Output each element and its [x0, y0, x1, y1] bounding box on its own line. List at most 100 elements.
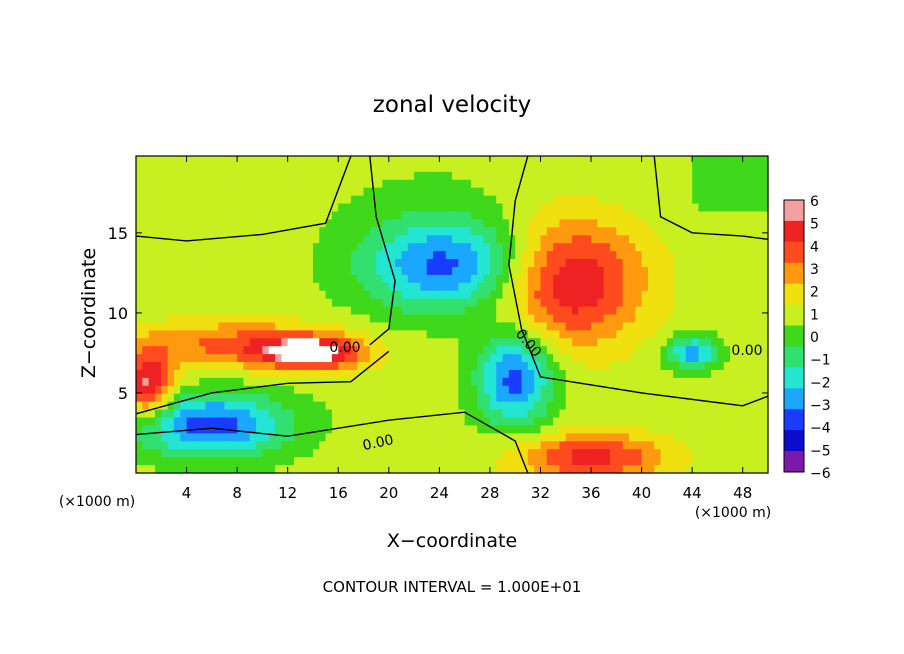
- field-cell: [679, 425, 687, 434]
- field-cell: [704, 227, 712, 236]
- field-cell: [559, 425, 567, 434]
- field-cell: [230, 227, 238, 236]
- field-cell: [294, 171, 301, 181]
- field-cell: [249, 298, 257, 308]
- field-cell: [502, 401, 510, 411]
- field-cell: [249, 290, 257, 300]
- field-cell: [730, 219, 737, 228]
- field-cell: [281, 219, 289, 228]
- field-cell: [559, 274, 567, 284]
- field-cell: [489, 369, 497, 379]
- field-cell: [635, 235, 643, 244]
- field-cell: [572, 441, 579, 450]
- field-cell: [622, 266, 630, 276]
- field-cell: [654, 274, 662, 284]
- field-cell: [439, 274, 447, 284]
- field-cell: [647, 409, 655, 419]
- field-cell: [515, 306, 523, 316]
- field-cell: [597, 274, 605, 284]
- field-cell: [527, 290, 535, 300]
- field-cell: [142, 187, 150, 197]
- field-cell: [452, 298, 459, 308]
- field-cell: [218, 298, 226, 308]
- field-cell: [275, 282, 282, 292]
- field-cell: [610, 298, 617, 308]
- field-cell: [578, 243, 586, 252]
- field-cell: [647, 171, 655, 181]
- field-cell: [275, 449, 282, 458]
- field-cell: [717, 195, 725, 205]
- field-cell: [433, 266, 440, 276]
- field-cell: [553, 457, 561, 466]
- field-cell: [363, 449, 371, 458]
- field-cell: [685, 195, 693, 205]
- field-cell: [186, 290, 194, 300]
- field-cell: [275, 266, 282, 276]
- field-cell: [761, 457, 769, 466]
- field-cell: [420, 243, 428, 252]
- field-cell: [534, 274, 542, 284]
- field-cell: [546, 338, 554, 347]
- field-cell: [603, 219, 611, 228]
- field-cell: [161, 330, 169, 339]
- field-cell: [483, 251, 491, 260]
- colorbar-tick-label: −5: [810, 443, 831, 459]
- field-cell: [300, 219, 308, 228]
- field-cell: [496, 227, 504, 236]
- field-cell: [433, 274, 440, 284]
- field-cell: [508, 306, 516, 316]
- field-cell: [654, 243, 662, 252]
- field-cell: [344, 433, 352, 442]
- field-cell: [654, 401, 662, 411]
- field-cell: [192, 156, 200, 165]
- field-cell: [407, 346, 415, 355]
- field-cell: [350, 417, 358, 427]
- field-cell: [180, 338, 188, 347]
- field-cell: [243, 274, 251, 284]
- field-cell: [704, 457, 712, 466]
- field-cell: [565, 338, 573, 347]
- field-cell: [294, 425, 301, 434]
- field-cell: [597, 306, 605, 316]
- field-cell: [262, 179, 270, 189]
- field-cell: [470, 362, 478, 371]
- colorbar-tick-label: 3: [810, 262, 819, 278]
- field-cell: [173, 274, 181, 284]
- field-cell: [281, 243, 289, 252]
- field-cell: [502, 187, 510, 197]
- field-cell: [458, 298, 466, 308]
- field-cell: [559, 330, 567, 339]
- field-cell: [647, 290, 655, 300]
- field-cell: [584, 306, 592, 316]
- field-cell: [641, 401, 649, 411]
- field-cell: [237, 409, 245, 419]
- field-cell: [540, 227, 548, 236]
- field-cell: [711, 330, 719, 339]
- field-cell: [508, 377, 516, 387]
- field-cell: [704, 235, 712, 244]
- field-cell: [230, 362, 238, 371]
- field-cell: [154, 298, 162, 308]
- field-cell: [192, 282, 200, 292]
- field-cell: [553, 171, 561, 181]
- field-cell: [173, 346, 181, 355]
- field-cell: [148, 457, 156, 466]
- field-cell: [312, 401, 320, 411]
- field-cell: [654, 314, 662, 324]
- field-cell: [508, 409, 516, 419]
- field-cell: [464, 346, 472, 355]
- field-cell: [628, 354, 636, 363]
- field-cell: [578, 354, 586, 363]
- field-cell: [730, 346, 737, 355]
- field-cell: [458, 306, 466, 316]
- field-cell: [553, 338, 561, 347]
- field-cell: [546, 163, 554, 173]
- field-cell: [527, 457, 535, 466]
- field-cell: [237, 203, 245, 213]
- field-cell: [692, 433, 700, 442]
- field-cell: [470, 290, 478, 300]
- field-cell: [306, 298, 314, 308]
- field-cell: [502, 243, 510, 252]
- field-cell: [742, 449, 750, 458]
- field-cell: [363, 433, 371, 442]
